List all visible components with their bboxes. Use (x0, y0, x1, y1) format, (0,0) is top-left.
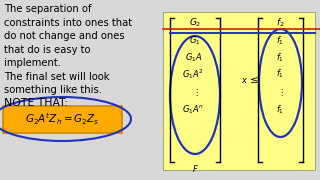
Bar (163, 12, 315, 170)
Text: something like this.: something like this. (4, 85, 102, 95)
Text: $G_1 A^2$: $G_1 A^2$ (182, 67, 204, 81)
FancyBboxPatch shape (3, 105, 122, 132)
Text: $G_1$: $G_1$ (189, 35, 201, 47)
Text: $\leq$: $\leq$ (247, 75, 259, 85)
Text: $G_1 A$: $G_1 A$ (185, 52, 203, 64)
Text: that do is easy to: that do is easy to (4, 44, 91, 55)
Text: The final set will look: The final set will look (4, 71, 109, 82)
Text: constraints into ones that: constraints into ones that (4, 17, 132, 28)
Text: $G_2 A^t Z_h = G_2 Z_s$: $G_2 A^t Z_h = G_2 Z_s$ (25, 111, 99, 127)
Text: $x$: $x$ (241, 75, 249, 84)
Text: $\vdots$: $\vdots$ (192, 87, 198, 98)
Text: do not change and ones: do not change and ones (4, 31, 124, 41)
Text: $f_1$: $f_1$ (276, 104, 284, 116)
Text: $G_2$: $G_2$ (189, 17, 201, 29)
Text: $F$: $F$ (192, 163, 198, 174)
Text: $G_1 A^n$: $G_1 A^n$ (182, 104, 204, 116)
Text: $f_1$: $f_1$ (276, 52, 284, 64)
Text: The separation of: The separation of (4, 4, 92, 14)
Text: $\vdots$: $\vdots$ (277, 87, 284, 98)
Text: $f_2$: $f_2$ (276, 17, 285, 29)
Text: implement.: implement. (4, 58, 61, 68)
Text: $f_1$: $f_1$ (276, 35, 284, 47)
Text: $f_1$: $f_1$ (276, 68, 284, 80)
Text: NOTE THAT:: NOTE THAT: (4, 98, 68, 108)
